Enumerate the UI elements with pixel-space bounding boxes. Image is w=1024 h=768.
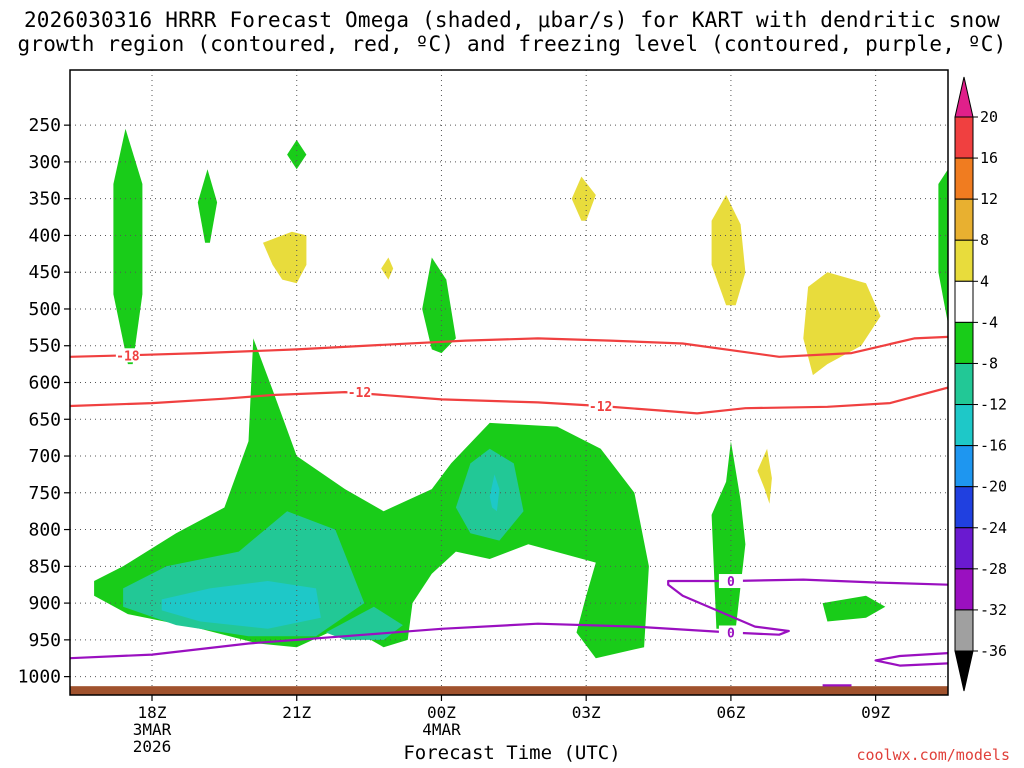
omega-region-17 [757,448,772,504]
x-axis-label: Forecast Time (UTC) [403,742,621,764]
omega-region-1 [197,169,218,243]
colorbar-tick-label: -20 [980,478,1007,496]
omega-region-11 [161,581,321,629]
y-tick-label-500: 500 [28,299,61,320]
colorbar-bin-12 [954,609,974,652]
y-tick-label-550: 550 [28,336,61,357]
colorbar-bottom-arrow [954,650,974,692]
colorbar-tick-label: -28 [980,560,1007,578]
colorbar-tick-label: -16 [980,437,1007,455]
chart-title-line-1: 2026030316 HRRR Forecast Omega (shaded, … [23,8,1001,32]
omega-region-13 [263,231,307,284]
colorbar-tick-label: 4 [980,272,989,290]
y-tick-label-650: 650 [28,409,61,430]
y-tick-label-450: 450 [28,262,61,283]
freezing-level-contour-0 [70,578,948,660]
colorbar-tick-label: -8 [980,354,998,372]
dgz-label-bg [347,385,372,400]
y-tick-label-300: 300 [28,152,61,173]
y-tick-label-600: 600 [28,373,61,394]
colorbar-bin-11 [954,568,974,611]
colorbar-bin-9 [954,486,974,529]
omega-region-6 [822,595,886,622]
x-tick-label-0: 03Z [572,703,601,722]
x-tick-label-0: 00Z [427,703,456,722]
y-tick-label-350: 350 [28,189,61,210]
omega-region-2 [287,139,307,170]
ground-band [70,686,948,695]
credit-text: coolwx.com/models [856,746,1010,764]
dgz-contour-label: -12 [589,400,612,415]
colorbar-bin-1 [954,157,974,200]
omega-region-15 [571,176,596,221]
dgz-contour-0 [70,335,948,358]
dgz-label-bg [115,348,140,363]
omega-region-9 [325,606,403,640]
omega-region-0 [113,128,143,365]
colorbar-bin-0 [954,116,974,159]
x-tick-label-2: 2026 [133,737,172,756]
y-tick-label-400: 400 [28,225,61,246]
y-tick-label-850: 850 [28,556,61,577]
freezing-level-label-bg [718,625,743,640]
colorbar-tick-label: -12 [980,396,1007,414]
omega-region-14 [381,257,394,280]
colorbar-tick-label: 12 [980,190,998,208]
colorbar-top-arrow [954,76,974,118]
colorbar-tick-label: 8 [980,231,989,249]
colorbar-bin-4 [954,280,974,323]
omega-region-7 [938,169,948,324]
dgz-contour-label: -12 [348,386,371,401]
x-tick-label-0: 09Z [861,703,890,722]
dgz-contour-label: -18 [116,349,140,364]
colorbar: 20 16 12 8 4 -4 -8 -12 -16 -20 -24 -28 -32 -36 [954,76,1007,692]
omega-region-10 [455,448,524,541]
chart-title-line-2: growth region (contoured, red, ºC) and f… [17,32,1007,56]
x-tick-label-0: 06Z [716,703,745,722]
freezing-level-contour-1 [874,652,948,667]
freezing-level-label-bg [718,574,743,589]
dgz-contour-1 [70,386,948,415]
colorbar-tick-label: -24 [980,519,1007,537]
y-tick-label-750: 750 [28,483,61,504]
freezing-level-contour-label: 0 [727,627,735,642]
omega-region-16 [711,195,746,306]
y-tick-label-700: 700 [28,446,61,467]
colorbar-bin-6 [954,362,974,406]
x-tick-label-1: 4MAR [422,720,461,739]
dgz-label-bg [588,399,613,414]
omega-region-3 [422,257,456,354]
x-tick-label-0: 21Z [282,703,311,722]
colorbar-bin-8 [954,445,974,488]
colorbar-tick-label: -36 [980,642,1007,660]
colorbar-tick-label: 16 [980,149,998,167]
y-tick-label-800: 800 [28,520,61,541]
x-tick-label-0: 18Z [138,703,167,722]
colorbar-tick-label: -32 [980,601,1007,619]
colorbar-tick-label: -4 [980,313,998,331]
colorbar-bin-5 [954,321,974,364]
colorbar-bin-10 [954,527,974,570]
y-tick-label-900: 900 [28,593,61,614]
freezing-level-contour-label: 0 [727,575,735,590]
y-tick-label-1000: 1000 [18,667,61,688]
omega-region-12 [489,474,500,512]
y-tick-label-950: 950 [28,630,61,651]
omega-region-18 [803,272,881,376]
colorbar-bin-2 [954,198,974,241]
y-tick-label-250: 250 [28,115,61,136]
x-tick-label-1: 3MAR [133,720,172,739]
colorbar-tick-label: 20 [980,108,998,126]
colorbar-bin-7 [954,404,974,447]
colorbar-bin-3 [954,239,974,282]
